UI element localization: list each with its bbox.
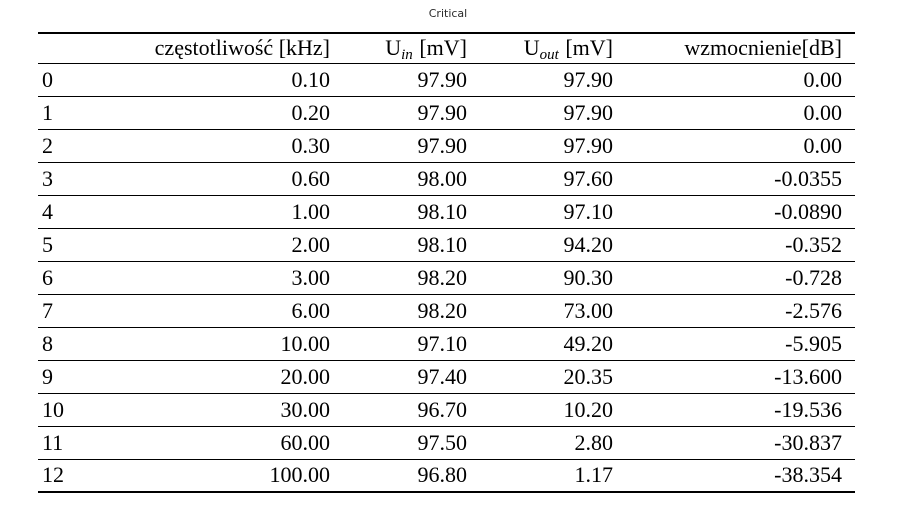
table-row: 1 0.20 97.90 97.90 0.00 [38,96,855,129]
frequency-cell: 0.20 [291,99,331,125]
gain-cell: -0.728 [785,264,842,290]
header-index [38,33,97,63]
table-body: 0 0.10 97.90 97.90 0.00 1 0.20 97.90 97.90 0.00 2 0… [38,63,855,492]
table-row: 5 2.00 98.10 94.20 -0.352 [38,228,855,261]
frequency-cell: 0.30 [291,132,331,158]
table-row: 10 30.00 96.70 10.20 -19.536 [38,393,855,426]
frequency-cell: 20.00 [280,363,331,389]
index-cell: 9 [42,363,53,389]
gain-cell: -2.576 [785,297,842,323]
index-cell: 11 [42,429,64,455]
u-in-cell: 98.10 [417,231,468,257]
frequency-cell: 100.00 [269,462,331,488]
u-in-cell: 97.10 [417,330,468,356]
table-row: 4 1.00 98.10 97.10 -0.0890 [38,195,855,228]
u-in-cell: 97.90 [417,66,468,92]
index-cell: 2 [42,132,53,158]
frequency-cell: 10.00 [280,330,331,356]
frequency-cell: 1.00 [291,198,331,224]
u-in-cell: 98.20 [417,264,468,290]
u-in-cell: 98.20 [417,297,468,323]
u-out-cell: 10.20 [563,396,614,422]
u-out-cell: 49.20 [563,330,614,356]
measurement-table: częstotliwość [kHz] Uin [mV] Uout [mV] wzm… [38,32,855,493]
u-out-cell: 73.00 [563,297,614,323]
gain-cell: 0.00 [803,132,843,158]
u-in-cell: 98.10 [417,198,468,224]
u-out-cell: 94.20 [563,231,614,257]
u-out-cell: 97.10 [563,198,614,224]
gain-cell: -0.0890 [774,198,842,224]
u-out-cell: 97.90 [563,132,614,158]
gain-cell: -19.536 [774,396,842,422]
frequency-cell: 30.00 [280,396,331,422]
frequency-cell: 0.10 [291,66,331,92]
header-u-out-base: U [523,35,540,61]
header-frequency: częstotliwość [kHz] [154,35,330,61]
u-out-cell: 90.30 [563,264,614,290]
table-row: 11 60.00 97.50 2.80 -30.837 [38,426,855,459]
index-cell: 0 [42,66,53,92]
header-u-in-subscript: in [401,47,413,64]
table-row: 9 20.00 97.40 20.35 -13.600 [38,360,855,393]
header-u-out-unit: [mV] [565,35,613,61]
header-row: częstotliwość [kHz] Uin [mV] Uout [mV] wzm… [38,33,855,63]
frequency-cell: 3.00 [291,264,331,290]
header-u-out: Uout [mV] [483,33,630,63]
u-in-cell: 97.90 [417,99,468,125]
table-row: 0 0.10 97.90 97.90 0.00 [38,63,855,96]
gain-cell: -0.0355 [774,165,842,191]
gain-cell: -30.837 [774,429,842,455]
table-row: 3 0.60 98.00 97.60 -0.0355 [38,162,855,195]
header-gain: wzmocnienie[dB] [684,35,842,61]
header-u-in: Uin [mV] [346,33,483,63]
table-header: częstotliwość [kHz] Uin [mV] Uout [mV] wzm… [38,33,855,63]
table-row: 12 100.00 96.80 1.17 -38.354 [38,459,855,492]
index-cell: 12 [42,462,64,488]
u-in-cell: 96.70 [417,396,468,422]
index-cell: 3 [42,165,53,191]
u-in-cell: 98.00 [417,165,468,191]
u-in-cell: 97.50 [417,429,468,455]
table-row: 2 0.30 97.90 97.90 0.00 [38,129,855,162]
index-cell: 6 [42,264,53,290]
gain-cell: -5.905 [785,330,842,356]
frequency-cell: 0.60 [291,165,331,191]
index-cell: 5 [42,231,53,257]
gain-cell: 0.00 [803,66,843,92]
table-row: 6 3.00 98.20 90.30 -0.728 [38,261,855,294]
u-out-cell: 97.90 [563,66,614,92]
frequency-cell: 6.00 [291,297,331,323]
index-cell: 8 [42,330,53,356]
table-row: 7 6.00 98.20 73.00 -2.576 [38,294,855,327]
u-in-cell: 97.90 [417,132,468,158]
u-out-cell: 20.35 [563,363,614,389]
table-caption: Critical [428,7,468,20]
header-u-out-subscript: out [539,47,559,64]
gain-cell: -0.352 [785,231,842,257]
table-row: 8 10.00 97.10 49.20 -5.905 [38,327,855,360]
u-out-cell: 97.90 [563,99,614,125]
header-u-in-unit: [mV] [419,35,467,61]
u-out-cell: 2.80 [574,429,614,455]
frequency-cell: 60.00 [280,429,331,455]
u-in-cell: 97.40 [417,363,468,389]
header-u-in-base: U [385,35,402,61]
u-in-cell: 96.80 [417,462,468,488]
gain-cell: -13.600 [774,363,842,389]
index-cell: 7 [42,297,53,323]
u-out-cell: 97.60 [563,165,614,191]
frequency-cell: 2.00 [291,231,331,257]
index-cell: 4 [42,198,53,224]
u-out-cell: 1.17 [574,462,614,488]
index-cell: 10 [42,396,64,422]
gain-cell: 0.00 [803,99,843,125]
index-cell: 1 [42,99,53,125]
gain-cell: -38.354 [774,462,842,488]
